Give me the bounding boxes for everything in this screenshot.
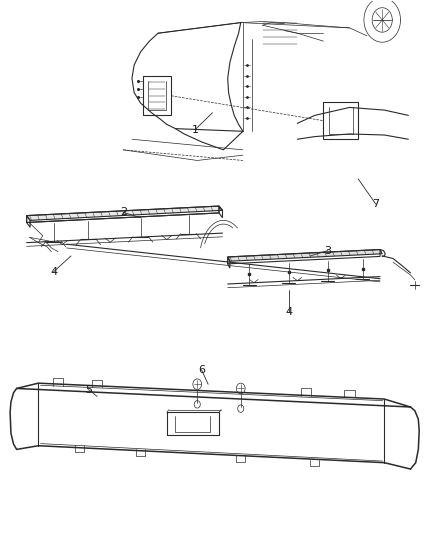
Text: 5: 5 [85,384,92,394]
Text: 2: 2 [120,207,127,217]
Text: 1: 1 [191,125,198,135]
Polygon shape [27,206,223,220]
Text: 4: 4 [50,267,57,277]
Text: 3: 3 [324,246,331,256]
Polygon shape [228,249,382,261]
Text: 6: 6 [198,365,205,375]
Text: 4: 4 [285,306,292,317]
Text: 7: 7 [372,199,379,209]
